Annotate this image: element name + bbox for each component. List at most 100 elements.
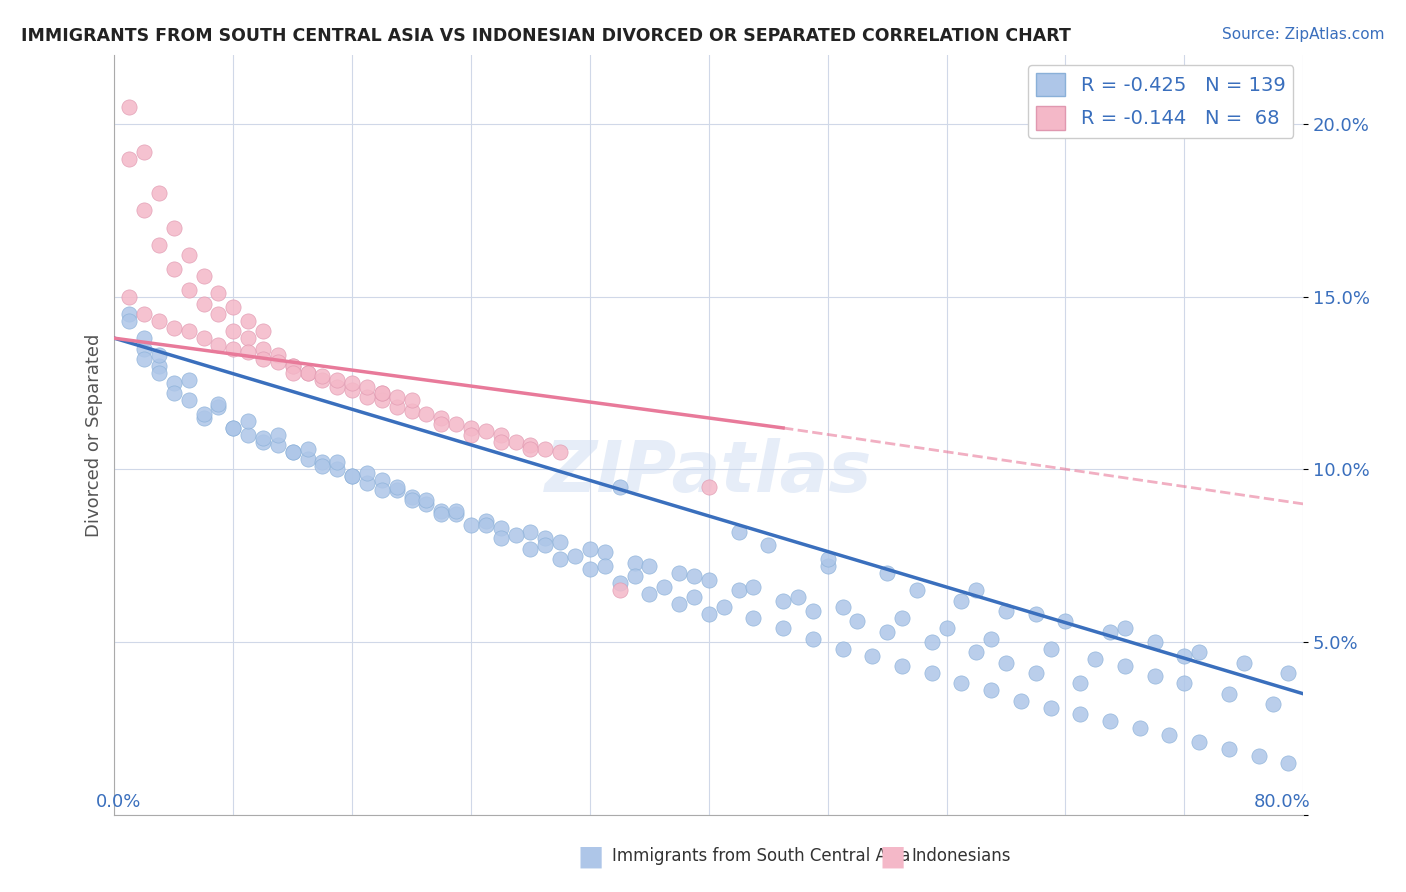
Point bbox=[297, 366, 319, 380]
Point bbox=[638, 587, 661, 601]
Point bbox=[148, 186, 170, 201]
Point bbox=[340, 383, 363, 397]
Point bbox=[817, 552, 839, 566]
Point bbox=[1129, 721, 1152, 735]
Point bbox=[207, 307, 229, 321]
Point bbox=[860, 648, 883, 663]
Point bbox=[1143, 669, 1166, 683]
Point bbox=[371, 386, 394, 401]
Point bbox=[742, 580, 765, 594]
Point bbox=[444, 504, 467, 518]
Point bbox=[177, 248, 200, 262]
Point bbox=[118, 314, 141, 328]
Point bbox=[134, 203, 156, 218]
Point bbox=[252, 342, 274, 356]
Point bbox=[236, 427, 259, 442]
Point bbox=[891, 611, 914, 625]
Point bbox=[995, 656, 1018, 670]
Point bbox=[297, 442, 319, 456]
Point bbox=[177, 283, 200, 297]
Point bbox=[222, 324, 245, 338]
Point bbox=[340, 376, 363, 390]
Point bbox=[148, 366, 170, 380]
Point bbox=[371, 393, 394, 408]
Point bbox=[534, 442, 557, 456]
Point bbox=[876, 624, 898, 639]
Point bbox=[697, 480, 720, 494]
Point bbox=[252, 351, 274, 366]
Point bbox=[489, 427, 512, 442]
Point bbox=[1025, 607, 1047, 622]
Point bbox=[683, 590, 706, 604]
Point bbox=[177, 393, 200, 408]
Point bbox=[475, 514, 498, 528]
Point bbox=[548, 552, 571, 566]
Point bbox=[177, 373, 200, 387]
Point bbox=[134, 307, 156, 321]
Point bbox=[134, 342, 156, 356]
Point bbox=[326, 455, 349, 469]
Point bbox=[340, 469, 363, 483]
Point bbox=[236, 345, 259, 359]
Point bbox=[817, 559, 839, 574]
Point bbox=[1069, 676, 1091, 690]
Point bbox=[207, 286, 229, 301]
Point bbox=[950, 593, 973, 607]
Point bbox=[1159, 728, 1181, 742]
Point bbox=[995, 604, 1018, 618]
Point bbox=[609, 583, 631, 598]
Point bbox=[118, 307, 141, 321]
Point bbox=[385, 401, 408, 415]
Point bbox=[713, 600, 735, 615]
Point bbox=[118, 100, 141, 114]
Point bbox=[401, 393, 423, 408]
Point bbox=[668, 597, 690, 611]
Point bbox=[222, 300, 245, 314]
Point bbox=[163, 262, 186, 277]
Point bbox=[623, 569, 645, 583]
Text: Indonesians: Indonesians bbox=[911, 847, 1011, 865]
Point bbox=[519, 442, 541, 456]
Point bbox=[401, 403, 423, 417]
Point bbox=[118, 290, 141, 304]
Point bbox=[593, 545, 616, 559]
Point bbox=[267, 427, 290, 442]
Text: 80.0%: 80.0% bbox=[1254, 793, 1310, 811]
Point bbox=[401, 493, 423, 508]
Point bbox=[1233, 656, 1256, 670]
Point bbox=[134, 351, 156, 366]
Point bbox=[1277, 756, 1299, 770]
Point bbox=[134, 145, 156, 159]
Point bbox=[787, 590, 810, 604]
Point bbox=[489, 532, 512, 546]
Point bbox=[1069, 707, 1091, 722]
Point bbox=[1218, 742, 1240, 756]
Point bbox=[609, 480, 631, 494]
Point bbox=[489, 521, 512, 535]
Point bbox=[163, 386, 186, 401]
Point bbox=[727, 583, 749, 598]
Point bbox=[593, 559, 616, 574]
Point bbox=[460, 427, 482, 442]
Point bbox=[281, 359, 304, 373]
Point bbox=[415, 407, 437, 421]
Point bbox=[519, 438, 541, 452]
Point bbox=[207, 401, 229, 415]
Point bbox=[460, 421, 482, 435]
Point bbox=[460, 517, 482, 532]
Point bbox=[1039, 641, 1062, 656]
Point bbox=[505, 528, 527, 542]
Point bbox=[267, 438, 290, 452]
Point bbox=[1098, 624, 1121, 639]
Point bbox=[148, 314, 170, 328]
Point bbox=[267, 355, 290, 369]
Point bbox=[236, 331, 259, 345]
Point bbox=[1025, 666, 1047, 681]
Point bbox=[564, 549, 586, 563]
Point bbox=[193, 410, 215, 425]
Point bbox=[371, 473, 394, 487]
Point bbox=[534, 532, 557, 546]
Point bbox=[401, 490, 423, 504]
Point bbox=[475, 517, 498, 532]
Point bbox=[356, 466, 378, 480]
